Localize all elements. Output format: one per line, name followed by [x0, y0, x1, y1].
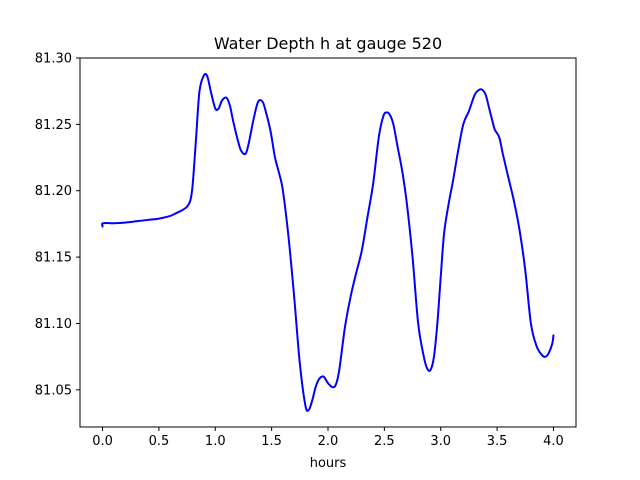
y-tick-label: 81.25: [35, 118, 72, 133]
plot-frame: [79, 57, 577, 428]
x-tick-label: 3.0: [430, 434, 451, 449]
y-tick-label: 81.10: [35, 317, 72, 332]
x-tick-label: 0.0: [92, 434, 113, 449]
y-tick-label: 81.15: [35, 251, 72, 266]
ticks-layer: 0.0 0.5 1.0 1.5 2.0 2.5 3.0 3.5 4.0 81.05 81.10 81.…: [35, 52, 564, 450]
x-axis-label: hours: [310, 456, 347, 471]
y-tick-label: 81.20: [35, 184, 72, 199]
x-tick-label: 0.5: [149, 434, 170, 449]
x-tick-label: 2.5: [374, 434, 395, 449]
y-tick-label: 81.30: [35, 52, 72, 67]
x-tick-label: 1.5: [261, 434, 282, 449]
x-tick-label: 2.0: [318, 434, 339, 449]
x-tick-label: 1.0: [205, 434, 226, 449]
series-layer: [101, 72, 555, 412]
series-line-0: [101, 72, 555, 412]
chart-title: Water Depth h at gauge 520: [214, 34, 442, 53]
y-tick-label: 81.05: [35, 383, 72, 398]
x-tick-label: 3.5: [487, 434, 508, 449]
x-tick-label: 4.0: [543, 434, 564, 449]
